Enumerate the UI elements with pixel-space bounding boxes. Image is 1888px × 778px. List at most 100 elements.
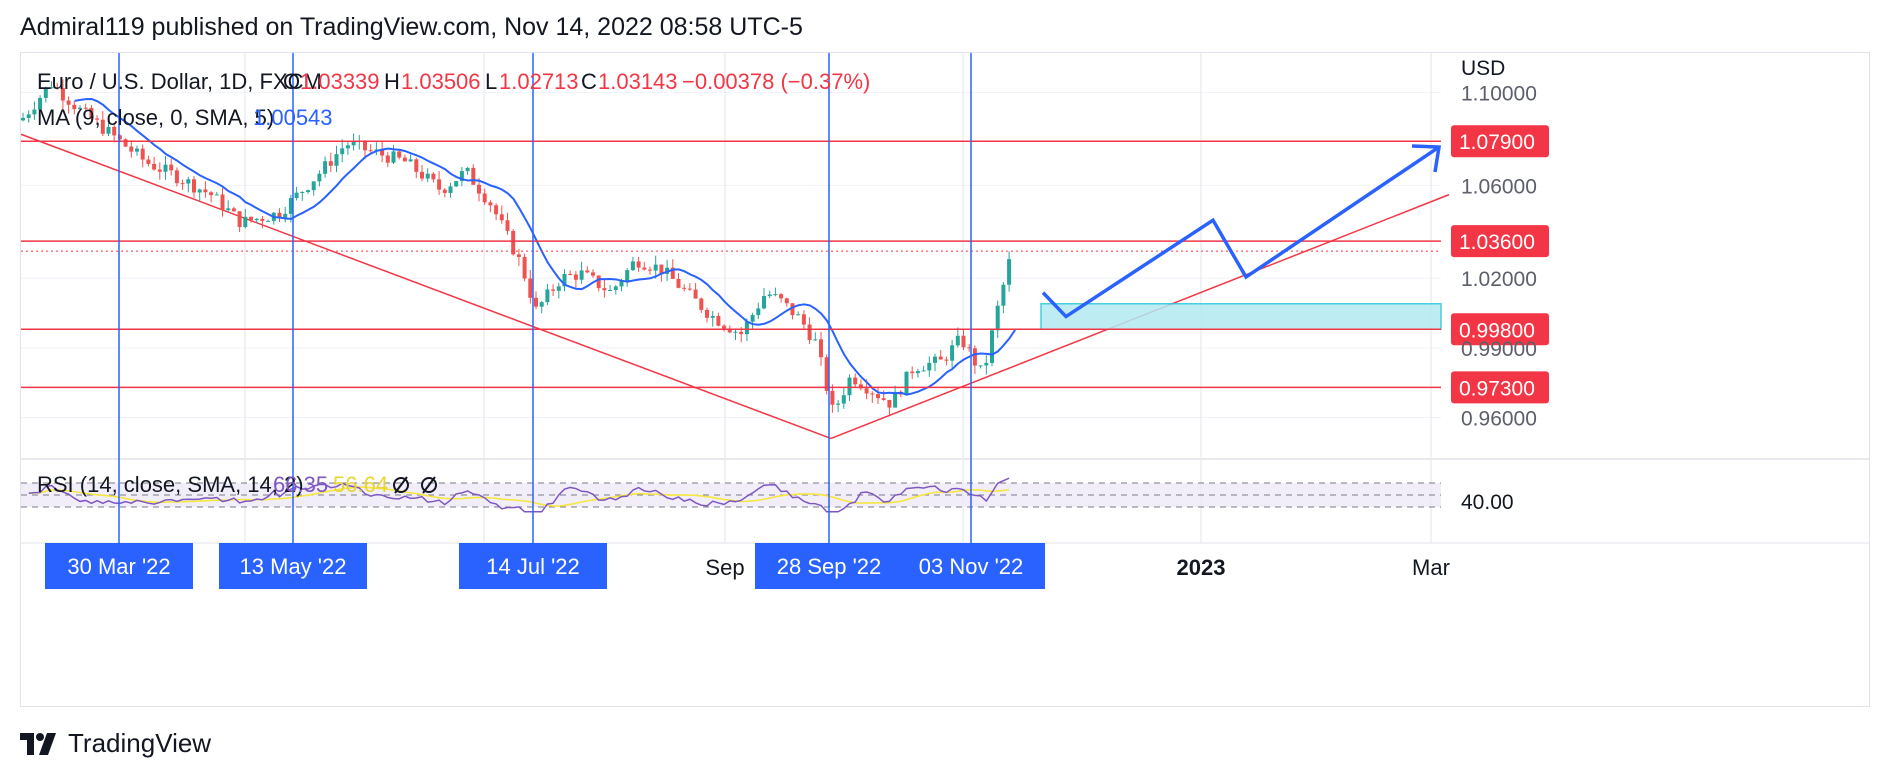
- candle: [26, 114, 31, 118]
- candle: [220, 194, 225, 211]
- ma-line: [74, 97, 1016, 396]
- candle: [516, 254, 521, 257]
- candle: [471, 167, 476, 185]
- candle: [363, 140, 367, 151]
- candle: [904, 371, 909, 395]
- candle: [625, 270, 630, 282]
- date-marker-label: 03 Nov '22: [919, 554, 1024, 579]
- candle: [323, 161, 328, 174]
- rsi-tick-label: 40.00: [1461, 491, 1514, 514]
- projection-path: [1041, 145, 1440, 319]
- candle: [950, 345, 955, 361]
- level-price-tag: [1451, 125, 1549, 158]
- hidden-value-icon: [393, 476, 409, 494]
- candle: [613, 286, 618, 291]
- candle: [414, 159, 419, 172]
- candle: [984, 362, 989, 366]
- candle: [653, 264, 658, 271]
- candle: [813, 339, 818, 341]
- candle: [568, 274, 573, 276]
- legend: Euro / U.S. Dollar, 1D, FXCM O 1.03339 H…: [37, 69, 870, 497]
- candle: [83, 107, 88, 109]
- candle: [454, 181, 459, 187]
- candle: [682, 287, 687, 289]
- candle: [836, 403, 841, 405]
- candle: [551, 289, 556, 291]
- rsi-ma-line: [28, 486, 1010, 507]
- date-marker-label: 28 Sep '22: [777, 554, 882, 579]
- legend-high-value: 1.03506: [401, 69, 481, 94]
- candle: [927, 362, 932, 371]
- price-chart[interactable]: 1.07900 1.03600 0.99800 0.97300 1.10000 1.06…: [20, 53, 1869, 706]
- candle: [534, 297, 538, 307]
- candle: [311, 181, 316, 191]
- level-price-tag: [1451, 313, 1549, 346]
- projection-arrowhead: [1411, 144, 1442, 173]
- candle: [254, 218, 259, 221]
- candle: [43, 87, 48, 98]
- candle: [368, 150, 373, 152]
- candle: [100, 119, 105, 134]
- legend-ma-value: 1.00543: [253, 105, 333, 130]
- price-axis[interactable]: 1.10000 1.06000 1.02000 0.99000 0.96000 USD 40…: [1461, 57, 1537, 514]
- candle: [784, 298, 789, 304]
- chart-panel[interactable]: 1.07900 1.03600 0.99800 0.97300 1.10000 1.06…: [20, 52, 1870, 707]
- date-marker-label: 14 Jul '22: [486, 554, 580, 579]
- time-tick-label: 2023: [1177, 555, 1226, 580]
- candle: [214, 194, 219, 196]
- candle: [790, 303, 795, 316]
- candle: [380, 149, 385, 156]
- candle: [106, 126, 111, 134]
- candle: [477, 184, 481, 194]
- candle: [117, 135, 122, 140]
- horizontal-levels[interactable]: 1.07900 1.03600 0.99800 0.97300: [21, 125, 1549, 404]
- candle: [431, 173, 436, 180]
- time-axis[interactable]: 30 Mar '22 13 May '22 14 Jul '22 28 Sep '22…: [45, 543, 1450, 589]
- candle: [425, 173, 430, 179]
- candle: [716, 315, 721, 326]
- date-marker-tag: [45, 543, 193, 589]
- candle: [60, 88, 65, 101]
- legend-low-label: L: [485, 69, 497, 94]
- candle: [385, 155, 390, 163]
- legend-open-value: 1.03339: [300, 69, 380, 94]
- tradingview-brand[interactable]: TradingView: [20, 728, 211, 759]
- date-marker-tag: [459, 543, 607, 589]
- candle: [249, 216, 253, 221]
- candle: [642, 267, 647, 270]
- candle: [938, 356, 943, 360]
- level-price-tag: [1451, 225, 1549, 258]
- candle: [750, 315, 755, 322]
- candle: [328, 161, 333, 166]
- candle: [465, 167, 470, 172]
- candle: [733, 331, 738, 333]
- candle: [967, 347, 972, 349]
- candle: [243, 216, 248, 228]
- candle: [499, 214, 504, 221]
- candle: [830, 390, 835, 405]
- candle: [442, 189, 447, 193]
- attribution: Admiral119 published on TradingView.com,…: [20, 13, 803, 41]
- candle: [294, 192, 299, 199]
- candle: [955, 335, 960, 346]
- trendlines: [20, 133, 1450, 440]
- candle: [910, 371, 915, 374]
- candle: [306, 190, 310, 192]
- candle: [824, 357, 829, 391]
- candle: [573, 274, 578, 280]
- candle: [710, 315, 715, 318]
- candle: [351, 141, 356, 146]
- candle: [340, 148, 345, 155]
- candle: [237, 211, 242, 228]
- candle: [767, 294, 772, 297]
- candle: [739, 331, 744, 335]
- candle: [841, 395, 846, 404]
- candle: [397, 151, 402, 158]
- candle: [705, 309, 709, 318]
- legend-rsi-label: RSI (14, close, SMA, 14, 2): [37, 472, 304, 497]
- candle: [448, 186, 453, 193]
- candle: [727, 328, 732, 333]
- brand-name: TradingView: [68, 728, 212, 758]
- candle: [933, 356, 937, 363]
- candle: [807, 324, 812, 341]
